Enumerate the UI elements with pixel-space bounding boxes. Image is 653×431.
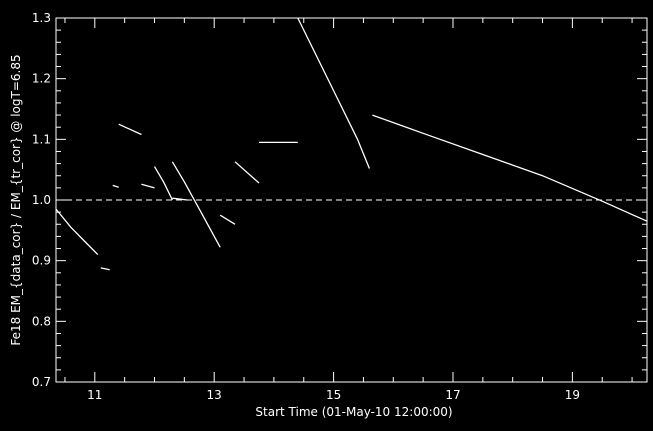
data-segment-9 (219, 214, 236, 225)
y-tick-label: 1.2 (32, 72, 51, 86)
x-axis-label: Start Time (01-May-10 12:00:00) (255, 405, 452, 419)
data-segments (55, 17, 648, 271)
data-segment-8 (171, 161, 221, 248)
data-segment-4 (118, 123, 142, 136)
y-tick-label: 0.8 (32, 314, 51, 328)
y-tick-label: 1.1 (32, 132, 51, 146)
data-segment-13 (372, 114, 648, 222)
data-segment-12 (297, 17, 371, 169)
y-axis-label: Fe18 EM_{data_cor} / EM_{tr_cor} @ logT=… (9, 54, 23, 345)
y-tick-label: 0.7 (32, 375, 51, 389)
x-axis-ticks: 11 13 15 17 19 (64, 18, 633, 402)
x-tick-label: 11 (87, 388, 102, 402)
data-segment-5 (141, 183, 155, 189)
x-tick-label: 17 (445, 388, 460, 402)
x-tick-label: 15 (326, 388, 341, 402)
data-segment-10 (234, 161, 260, 184)
data-segment-6 (153, 166, 173, 201)
data-segment-2 (100, 267, 110, 271)
data-segment-7 (172, 197, 188, 201)
y-tick-label: 0.9 (32, 254, 51, 268)
x-tick-label: 13 (207, 388, 222, 402)
y-tick-label: 1.3 (32, 11, 51, 25)
y-axis-ticks: 0.7 0.8 0.9 1.0 1.1 1.2 1.3 (32, 11, 647, 389)
x-tick-label: 19 (565, 388, 580, 402)
data-segment-3 (112, 184, 119, 188)
y-tick-label: 1.0 (32, 193, 51, 207)
data-segment-1 (55, 208, 99, 256)
